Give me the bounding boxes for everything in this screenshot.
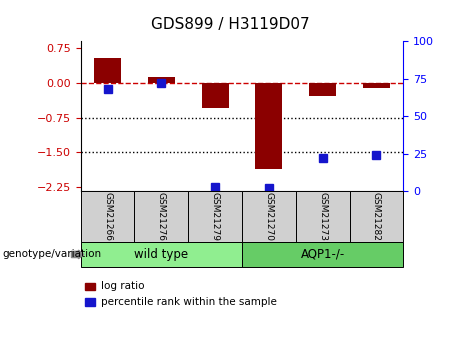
Text: AQP1-/-: AQP1-/- bbox=[301, 248, 345, 261]
Bar bbox=[201, 83, 229, 108]
Text: GSM21270: GSM21270 bbox=[265, 192, 273, 241]
Bar bbox=[148, 77, 175, 83]
Text: percentile rank within the sample: percentile rank within the sample bbox=[101, 297, 278, 307]
Text: GDS899 / H3119D07: GDS899 / H3119D07 bbox=[151, 17, 310, 32]
Bar bbox=[309, 83, 336, 96]
Text: GSM21266: GSM21266 bbox=[103, 192, 112, 241]
Text: genotype/variation: genotype/variation bbox=[2, 249, 101, 259]
Text: GSM21273: GSM21273 bbox=[318, 192, 327, 241]
Bar bbox=[255, 83, 282, 169]
Text: GSM21276: GSM21276 bbox=[157, 192, 166, 241]
Text: GSM21279: GSM21279 bbox=[211, 192, 219, 241]
Text: wild type: wild type bbox=[134, 248, 189, 261]
Bar bbox=[363, 83, 390, 88]
Bar bbox=[94, 58, 121, 83]
Text: log ratio: log ratio bbox=[101, 282, 145, 291]
Text: GSM21282: GSM21282 bbox=[372, 192, 381, 241]
